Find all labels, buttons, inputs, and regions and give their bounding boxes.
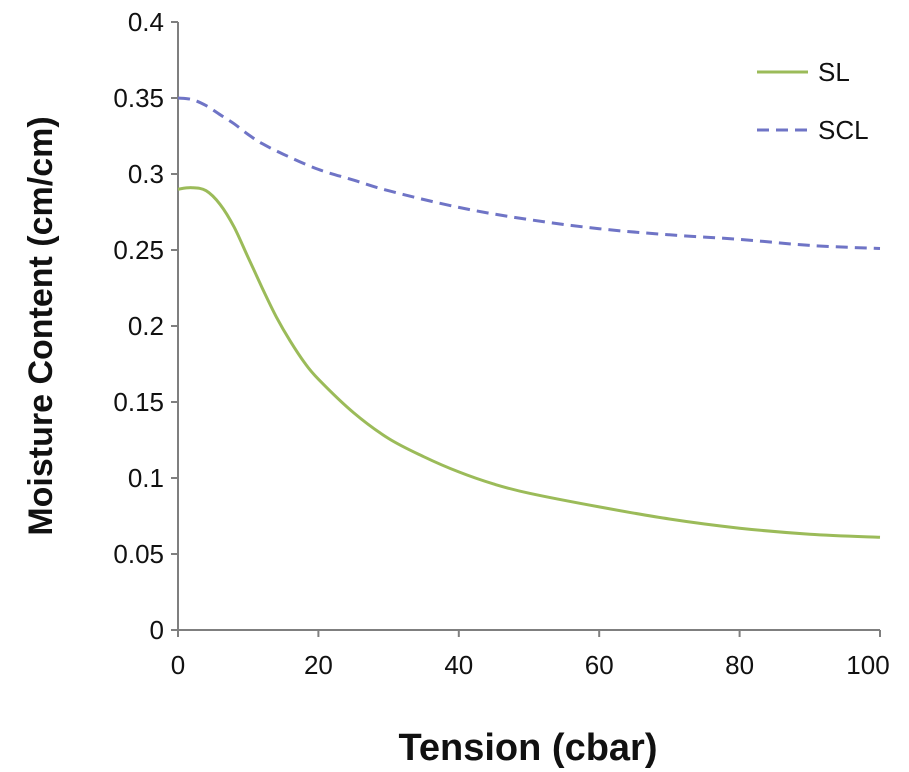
x-tick-label: 80 — [725, 650, 754, 680]
x-tick-label: 20 — [304, 650, 333, 680]
legend: SL SCL — [757, 57, 869, 145]
y-tick-label: 0.25 — [113, 235, 164, 265]
x-tick-label: 0 — [171, 650, 185, 680]
x-tick-label: 40 — [444, 650, 473, 680]
y-tick-label: 0.35 — [113, 83, 164, 113]
x-tick-label: 60 — [585, 650, 614, 680]
y-tick-label: 0.2 — [128, 311, 164, 341]
legend-label-scl: SCL — [818, 115, 869, 145]
x-ticks: 0 20 40 60 80 100 — [171, 630, 890, 680]
x-axis-title: Tension (cbar) — [399, 727, 658, 769]
y-tick-label: 0.3 — [128, 159, 164, 189]
axes — [177, 22, 880, 631]
y-tick-label: 0.15 — [113, 387, 164, 417]
y-tick-label: 0.4 — [128, 7, 164, 37]
legend-label-sl: SL — [818, 57, 850, 87]
series-line-scl — [177, 96, 881, 250]
y-tick-label: 0 — [150, 615, 164, 645]
x-tick-label: 100 — [846, 650, 889, 680]
y-ticks: 0 0.05 0.1 0.15 0.2 0.25 0.3 0.35 0.4 — [113, 7, 178, 645]
series-line-sl — [177, 186, 881, 539]
y-axis-title: Moisture Content (cm/cm) — [22, 116, 60, 535]
y-tick-label: 0.05 — [113, 539, 164, 569]
series-layer — [177, 96, 881, 539]
y-tick-label: 0.1 — [128, 463, 164, 493]
